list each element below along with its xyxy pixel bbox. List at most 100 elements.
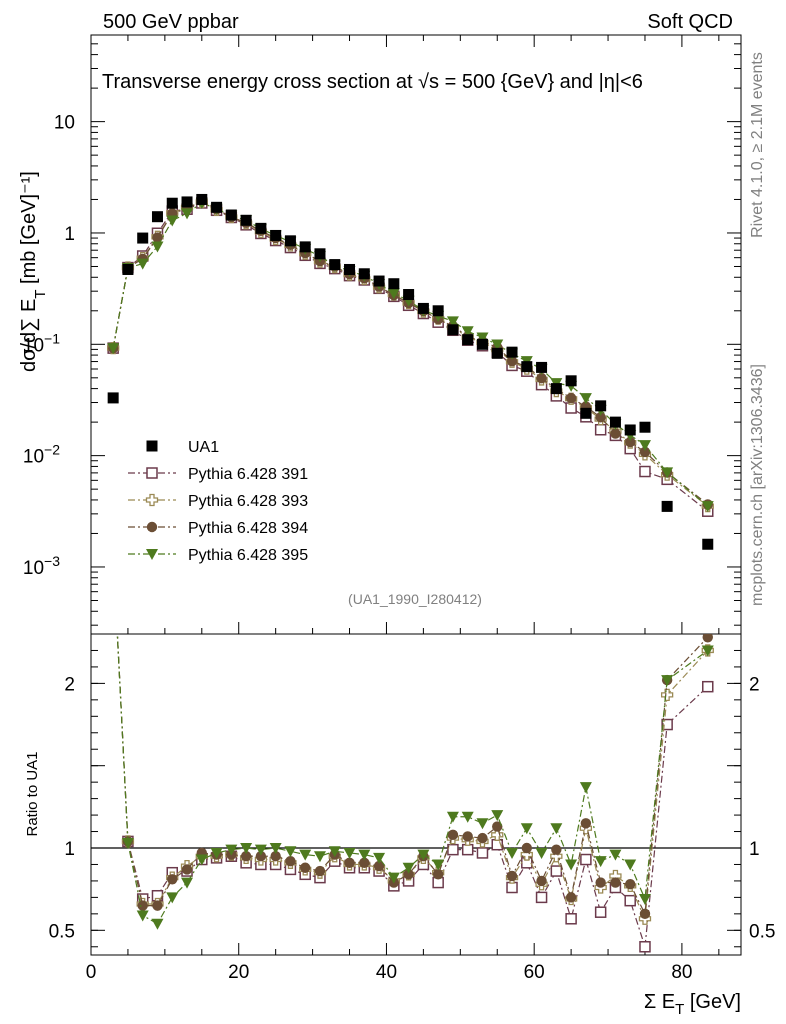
series-point-4 (579, 393, 592, 405)
y-tick-label-top: 1 (64, 224, 75, 245)
ratio-point-3 (492, 821, 503, 832)
series-point-4 (661, 467, 674, 479)
side-label-rivet: Rivet 4.1.0, ≥ 2.1M events (749, 52, 766, 238)
ratio-point-2 (108, 546, 119, 557)
ratio-point-1 (624, 894, 636, 907)
ratio-point-3 (595, 877, 606, 888)
x-tick-label: 60 (524, 962, 545, 983)
analysis-id: (UA1_1990_I280412) (348, 591, 482, 607)
y-tick-exponent: −1 (44, 330, 60, 346)
ua1-data-point (476, 338, 488, 350)
ratio-point-4 (491, 810, 504, 822)
ua1-data-point (240, 214, 252, 226)
ua1-data-point (329, 259, 341, 271)
ratio-point-4 (476, 818, 489, 830)
ratio-point-4 (661, 675, 674, 687)
ratio-point-4 (358, 849, 371, 861)
legend-marker-2 (145, 493, 159, 507)
series-point-4 (491, 339, 504, 351)
series-point-4 (136, 258, 149, 270)
ua1-data-point (211, 201, 223, 213)
ua1-data-point (521, 361, 533, 373)
x-axis-label-units: [GeV] (684, 991, 741, 1013)
ratio-line-4 (116, 634, 709, 925)
ratio-point-4 (136, 910, 149, 922)
ratio-point-4 (535, 847, 548, 859)
series-line-4 (112, 202, 709, 507)
side-label-mcplots: mcplots.cern.ch [arXiv:1306.3436] (749, 364, 766, 606)
series-point-3 (595, 412, 606, 423)
x-axis-label-sub: T (675, 1001, 684, 1018)
ratio-point-4 (565, 859, 578, 871)
ua1-data-point (595, 400, 607, 412)
ratio-point-3 (152, 900, 163, 911)
ratio-point-3 (625, 879, 636, 890)
ratio-point-3 (565, 892, 577, 903)
ua1-data-point (432, 305, 444, 317)
ratio-point-3 (580, 818, 592, 829)
ratio-point-4 (402, 862, 415, 874)
ua1-data-point (181, 196, 193, 208)
ratio-tick-label-right: 2 (749, 674, 760, 695)
ratio-point-4 (166, 892, 179, 904)
legend-label-2: Pythia 6.428 393 (188, 493, 308, 510)
series-point-4 (446, 316, 459, 328)
ratio-point-3 (506, 870, 518, 882)
ua1-data-point (491, 347, 503, 359)
y-tick-label-top: 10−1 (23, 330, 60, 356)
ratio-point-4 (254, 844, 267, 856)
series-point-4 (701, 501, 714, 513)
ratio-tick-label-right: 0.5 (749, 921, 775, 942)
series-point-3 (625, 436, 636, 448)
ratio-point-3 (403, 869, 414, 880)
series-point-3 (506, 355, 518, 367)
y-axis-label-top-units: [mb [GeV]⁻¹] (18, 171, 40, 289)
ratio-point-1 (506, 881, 518, 894)
ratio-point-4 (195, 854, 208, 866)
ratio-point-4 (269, 843, 282, 854)
ratio-point-1 (535, 891, 548, 904)
ratio-point-4 (579, 782, 592, 794)
x-tick-label: 80 (671, 962, 692, 983)
ratio-point-4 (121, 838, 134, 850)
ratio-point-1 (565, 913, 577, 925)
y-tick-label-top: 10−3 (23, 553, 60, 579)
ratio-tick-label-left: 0.5 (49, 921, 75, 942)
ratio-point-4 (343, 847, 356, 859)
ua1-data-point (639, 421, 651, 433)
ua1-data-point (373, 275, 385, 287)
axis-ticks: 0 20 40 60 80 10 1 10−1 10−2 10−3 2 2 1 1 0.5 0.5 (23, 34, 775, 983)
series-line-3 (112, 200, 709, 505)
top-panel-series (107, 193, 714, 550)
ua1-data-point (388, 278, 400, 290)
ratio-point-4 (432, 859, 445, 871)
series-point-4 (387, 288, 400, 300)
y-axis-label-top: dσ/d∑ ET [mb [GeV]⁻¹] (18, 171, 49, 372)
legend-label-1: Pythia 6.428 391 (188, 466, 308, 483)
ratio-panel-series (108, 546, 714, 953)
ua1-data-point (270, 229, 282, 241)
series-layer (107, 193, 714, 953)
ratio-point-4 (594, 856, 607, 868)
legend-marker-1 (146, 467, 158, 479)
series-point-3 (565, 392, 577, 404)
legend: UA1 Pythia 6.428 391 Pythia 6.428 393 Pythi… (128, 439, 308, 564)
ratio-point-3 (610, 877, 621, 888)
ua1-data-point (344, 263, 356, 275)
header-left: 500 GeV ppbar (103, 11, 239, 33)
x-axis-label: Σ ET [GeV] (644, 991, 741, 1018)
ratio-panel-frame (90, 633, 742, 956)
series-point-3 (639, 446, 651, 458)
ua1-data-point (358, 268, 370, 280)
ratio-point-1 (108, 547, 118, 557)
ratio-point-3 (255, 851, 267, 862)
series-point-1 (594, 424, 607, 436)
ratio-point-4 (373, 852, 386, 864)
ua1-data-point (624, 424, 636, 436)
series-line-2 (112, 201, 709, 507)
ratio-point-4 (225, 844, 238, 856)
legend-label-4: Pythia 6.428 395 (188, 547, 308, 564)
ua1-data-point (196, 193, 208, 205)
series-point-1 (639, 465, 651, 478)
